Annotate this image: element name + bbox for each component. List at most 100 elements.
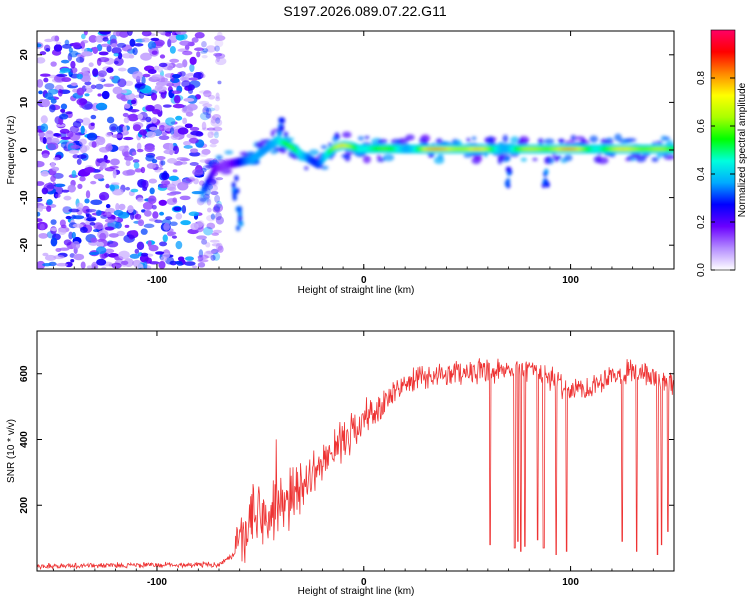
x-tick-label: -100 [147, 275, 167, 286]
colorbar-tick-label: 0.4 [696, 167, 707, 181]
noise-blob [139, 129, 148, 136]
noise-blob [210, 118, 223, 127]
noise-blob [102, 211, 108, 217]
noise-blob [104, 218, 115, 223]
noise-blob [96, 158, 109, 164]
noise-blob [179, 71, 186, 77]
noise-blob [188, 211, 200, 217]
noise-blob [147, 195, 157, 205]
noise-blob [198, 100, 210, 105]
noise-blob [162, 234, 168, 243]
ridge-halo [254, 141, 266, 148]
noise-blob [149, 126, 158, 131]
noise-blob [196, 235, 207, 240]
noise-blob [44, 130, 54, 140]
noise-blob [147, 41, 157, 50]
noise-blob [84, 81, 92, 86]
noise-blob [65, 111, 73, 115]
noise-blob [59, 128, 70, 134]
noise-blob [147, 240, 152, 248]
noise-blob [84, 145, 90, 151]
noise-blob [203, 250, 213, 259]
noise-blob [75, 56, 85, 63]
noise-blob [194, 32, 205, 39]
x-tick-label: 0 [361, 577, 367, 588]
noise-blob [164, 32, 172, 37]
ridge-halo [625, 157, 631, 162]
noise-blob [187, 228, 199, 235]
noise-blob [43, 77, 49, 83]
noise-blob [149, 187, 155, 195]
noise-blob [210, 116, 217, 124]
noise-blob [181, 205, 187, 214]
noise-blob [214, 35, 226, 41]
noise-blob [175, 240, 183, 250]
noise-blob [165, 216, 173, 221]
noise-blob [112, 169, 117, 179]
noise-blob [200, 73, 206, 79]
noise-blob [99, 232, 107, 242]
noise-blob [72, 154, 79, 159]
noise-blob [136, 148, 144, 153]
noise-blob [124, 145, 129, 149]
spectrogram-ridge [198, 117, 674, 232]
noise-blob [41, 187, 49, 195]
ridge-drip [504, 180, 509, 187]
noise-blob [55, 123, 66, 127]
noise-blob [158, 62, 168, 68]
noise-blob [65, 215, 72, 220]
ridge-halo [557, 139, 565, 143]
noise-blob [113, 52, 119, 57]
noise-blob [37, 181, 45, 187]
noise-blob [158, 124, 166, 132]
noise-blob [53, 44, 63, 52]
noise-blob [125, 160, 131, 167]
noise-blob [173, 94, 181, 104]
noise-blob [198, 249, 204, 258]
noise-blob [145, 131, 157, 138]
noise-blob [95, 136, 106, 146]
noise-blob [141, 76, 146, 85]
noise-blob [37, 160, 45, 168]
noise-blob [93, 229, 100, 233]
y-tick-label: 400 [19, 431, 30, 448]
noise-blob [113, 209, 124, 216]
noise-blob [44, 38, 54, 43]
noise-blob [159, 183, 168, 189]
noise-blob [189, 126, 200, 131]
ridge-halo [376, 154, 382, 158]
noise-blob [91, 141, 97, 148]
ridge-halo [283, 131, 289, 139]
noise-blob [118, 250, 130, 260]
noise-blob [115, 203, 120, 211]
y-tick-label: 200 [19, 496, 30, 513]
noise-blob [50, 227, 57, 232]
noise-blob [112, 188, 124, 196]
noise-blob [142, 201, 154, 210]
noise-blob [53, 183, 66, 188]
noise-blob [198, 71, 205, 79]
noise-blob [198, 180, 205, 186]
ridge-halo [656, 152, 662, 159]
noise-blob [210, 190, 219, 196]
noise-blob [65, 261, 73, 268]
spectrogram-noise [37, 31, 227, 269]
noise-blob [69, 125, 80, 133]
noise-blob [163, 149, 176, 155]
noise-blob [117, 52, 123, 60]
noise-blob [80, 226, 88, 234]
ridge-halo [502, 134, 509, 143]
ridge-halo [557, 155, 562, 160]
noise-blob [89, 221, 96, 226]
noise-blob [157, 31, 165, 34]
noise-blob [199, 112, 211, 121]
noise-blob [72, 241, 81, 250]
noise-blob [71, 231, 76, 239]
noise-blob [46, 199, 53, 206]
noise-blob [143, 209, 152, 217]
noise-blob [106, 67, 114, 73]
noise-blob [132, 47, 138, 56]
noise-blob [111, 262, 122, 269]
noise-blob [213, 131, 219, 139]
noise-blob [189, 162, 199, 166]
